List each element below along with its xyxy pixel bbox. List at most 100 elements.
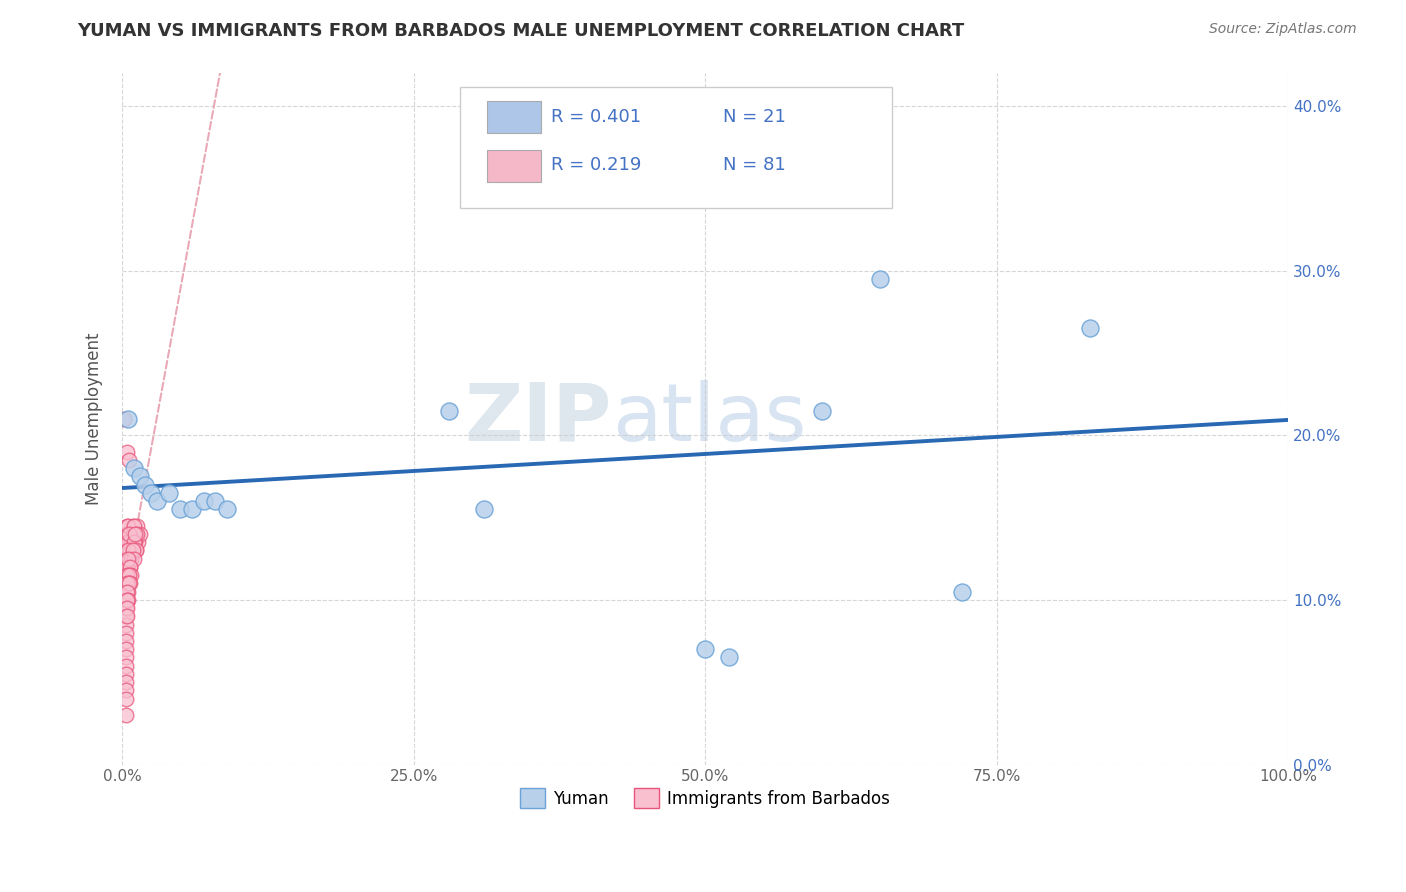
Point <box>115 568 138 582</box>
Point <box>115 551 138 566</box>
Point <box>114 576 136 591</box>
Text: Source: ZipAtlas.com: Source: ZipAtlas.com <box>1209 22 1357 37</box>
Point <box>120 551 142 566</box>
Point <box>120 543 142 558</box>
Point <box>118 535 141 549</box>
Point <box>472 502 495 516</box>
Point <box>115 601 138 615</box>
Point <box>112 535 135 549</box>
Point <box>117 584 139 599</box>
Point <box>114 535 136 549</box>
Point <box>117 518 139 533</box>
Point <box>127 535 149 549</box>
Point <box>114 634 136 648</box>
Point <box>114 642 136 657</box>
Point <box>120 543 142 558</box>
Point <box>125 543 148 558</box>
Point <box>114 708 136 723</box>
Point <box>120 543 142 558</box>
Point <box>157 486 180 500</box>
Point <box>193 494 215 508</box>
Point <box>122 535 145 549</box>
Point <box>117 543 139 558</box>
Point <box>114 601 136 615</box>
Point <box>141 486 163 500</box>
Point <box>114 584 136 599</box>
Point <box>114 617 136 632</box>
Point <box>114 691 136 706</box>
Text: R = 0.401: R = 0.401 <box>551 108 641 126</box>
Point <box>122 461 145 475</box>
Point <box>125 543 148 558</box>
Point <box>120 568 142 582</box>
FancyBboxPatch shape <box>486 102 541 133</box>
Point <box>811 403 834 417</box>
Point <box>118 568 141 582</box>
Point <box>118 551 141 566</box>
Text: N = 81: N = 81 <box>723 156 786 174</box>
Point <box>118 535 141 549</box>
Point <box>117 535 139 549</box>
Text: ZIP: ZIP <box>464 380 612 458</box>
Point <box>115 576 138 591</box>
Point <box>122 518 145 533</box>
Text: atlas: atlas <box>612 380 806 458</box>
Point <box>121 543 143 558</box>
Point <box>118 527 141 541</box>
Point <box>120 560 142 574</box>
Point <box>115 518 138 533</box>
Point <box>117 576 139 591</box>
Point <box>120 576 142 591</box>
Point <box>115 592 138 607</box>
Point <box>134 477 156 491</box>
Point <box>869 272 891 286</box>
Point <box>112 543 135 558</box>
Point <box>695 642 717 657</box>
Point <box>204 494 226 508</box>
Text: YUMAN VS IMMIGRANTS FROM BARBADOS MALE UNEMPLOYMENT CORRELATION CHART: YUMAN VS IMMIGRANTS FROM BARBADOS MALE U… <box>77 22 965 40</box>
Point <box>169 502 191 516</box>
Point <box>118 453 141 467</box>
Point <box>124 543 146 558</box>
Point <box>121 527 143 541</box>
Point <box>114 568 136 582</box>
Point <box>114 625 136 640</box>
Point <box>117 527 139 541</box>
Point <box>115 584 138 599</box>
Point <box>118 568 141 582</box>
Point <box>114 683 136 698</box>
Point <box>114 551 136 566</box>
FancyBboxPatch shape <box>460 87 891 208</box>
Point <box>120 527 142 541</box>
Point <box>122 535 145 549</box>
Point <box>114 658 136 673</box>
Point <box>114 650 136 665</box>
Point <box>114 675 136 690</box>
Point <box>114 560 136 574</box>
Point <box>181 502 204 516</box>
Point <box>121 518 143 533</box>
Point <box>115 444 138 458</box>
Point <box>114 527 136 541</box>
Point <box>117 411 139 425</box>
Point <box>125 527 148 541</box>
FancyBboxPatch shape <box>486 150 541 182</box>
Y-axis label: Male Unemployment: Male Unemployment <box>86 333 103 505</box>
Point <box>950 584 973 599</box>
Point <box>146 494 169 508</box>
Point <box>554 181 576 195</box>
Point <box>437 403 460 417</box>
Point <box>112 411 135 425</box>
Point <box>124 527 146 541</box>
Point <box>127 527 149 541</box>
Point <box>128 527 150 541</box>
Point <box>120 535 142 549</box>
Point <box>115 609 138 624</box>
Legend: Yuman, Immigrants from Barbados: Yuman, Immigrants from Barbados <box>513 781 897 815</box>
Point <box>118 576 141 591</box>
Point <box>117 592 139 607</box>
Point <box>215 502 238 516</box>
Point <box>128 469 150 483</box>
Point <box>115 560 138 574</box>
Point <box>121 543 143 558</box>
